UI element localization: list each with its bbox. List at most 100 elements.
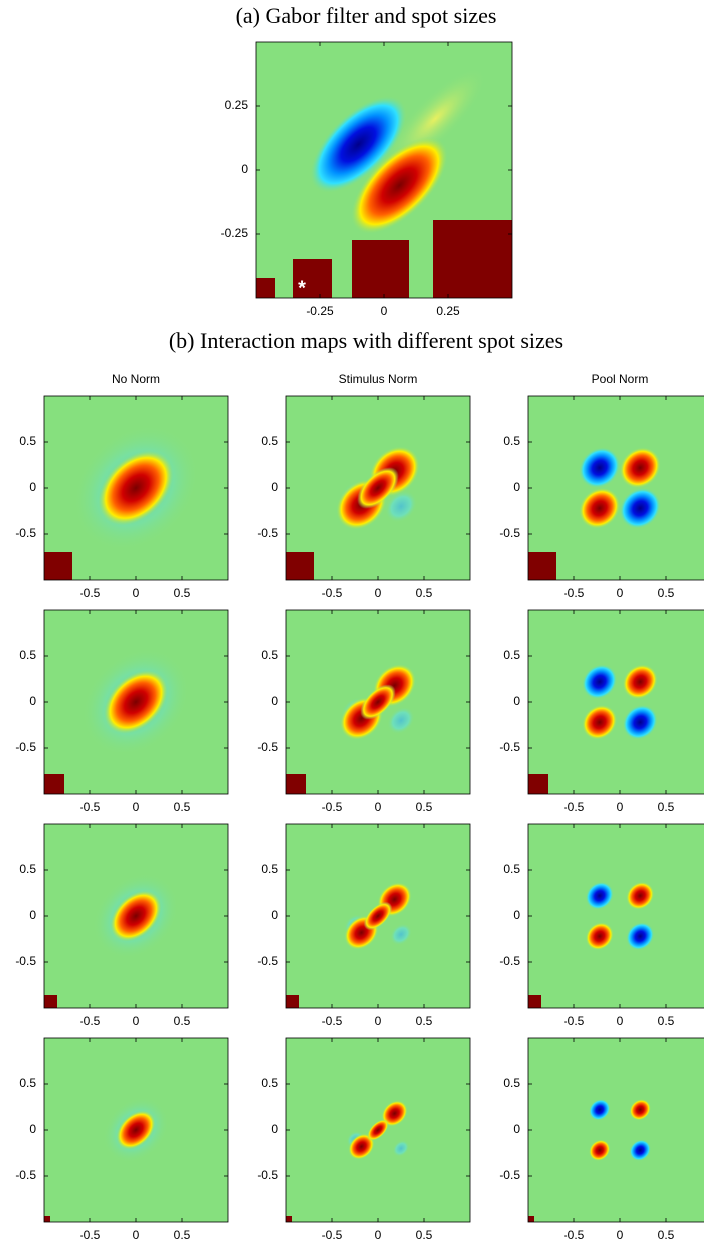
x-tick-label: -0.5 xyxy=(564,586,585,600)
x-tick-label: -0.5 xyxy=(564,800,585,814)
y-tick-label: -0.5 xyxy=(257,1168,278,1182)
heatmap xyxy=(44,396,228,580)
x-tick-label: 0 xyxy=(133,586,140,600)
y-tick-label: 0 xyxy=(513,480,520,494)
y-tick-label: -0.5 xyxy=(257,954,278,968)
x-tick-label: 0.5 xyxy=(174,800,191,814)
y-tick-label: 0.5 xyxy=(503,862,520,876)
x-tick-label: -0.5 xyxy=(564,1228,585,1242)
panel-title: (a) Gabor filter and spot sizes xyxy=(236,3,497,28)
column-title: No Norm xyxy=(112,372,160,386)
blob xyxy=(392,1140,410,1157)
x-tick-label: 0.5 xyxy=(174,1228,191,1242)
x-tick-label: 0.5 xyxy=(416,586,433,600)
x-tick-label: 0 xyxy=(375,1014,382,1028)
spot-size xyxy=(44,1216,50,1222)
blob xyxy=(348,1133,375,1160)
y-tick-label: 0 xyxy=(241,162,248,176)
spot-size xyxy=(528,995,541,1008)
y-tick-label: -0.5 xyxy=(15,526,36,540)
x-tick-label: -0.5 xyxy=(322,586,343,600)
x-tick-label: 0.5 xyxy=(658,586,675,600)
heatmap xyxy=(286,1038,470,1222)
x-tick-label: 0 xyxy=(375,800,382,814)
y-tick-label: -0.5 xyxy=(499,740,520,754)
y-tick-label: 0.5 xyxy=(19,434,36,448)
blob xyxy=(589,1099,611,1121)
x-tick-label: -0.5 xyxy=(80,1014,101,1028)
spot-size xyxy=(44,995,57,1008)
x-tick-label: 0 xyxy=(133,1228,140,1242)
x-tick-label: 0.5 xyxy=(416,1014,433,1028)
y-tick-label: 0 xyxy=(513,908,520,922)
y-tick-label: 0.5 xyxy=(503,434,520,448)
x-tick-label: 0.5 xyxy=(174,586,191,600)
blob xyxy=(390,923,412,946)
spot-size xyxy=(528,552,556,580)
heatmap xyxy=(286,610,470,794)
x-tick-label: 0 xyxy=(617,800,624,814)
blob xyxy=(384,490,418,523)
y-tick-label: 0.5 xyxy=(503,1076,520,1090)
y-tick-label: 0 xyxy=(29,908,36,922)
blob xyxy=(116,1110,156,1150)
blob xyxy=(579,487,621,529)
x-tick-label: 0.5 xyxy=(174,1014,191,1028)
panel-title: (b) Interaction maps with different spot… xyxy=(169,328,563,353)
x-tick-label: 0 xyxy=(133,1014,140,1028)
y-tick-label: 0.5 xyxy=(19,648,36,662)
spot-marker: * xyxy=(298,277,306,299)
y-tick-label: 0.5 xyxy=(503,648,520,662)
x-tick-label: 0 xyxy=(617,1228,624,1242)
y-tick-label: 0 xyxy=(271,480,278,494)
blob xyxy=(582,704,618,740)
y-tick-label: 0.25 xyxy=(225,98,249,112)
blob xyxy=(629,1139,651,1161)
blob xyxy=(350,136,449,235)
blob xyxy=(103,669,169,735)
spot-size xyxy=(44,774,64,794)
heatmap xyxy=(528,824,704,1008)
y-tick-label: 0 xyxy=(271,694,278,708)
spot-size xyxy=(286,552,314,580)
y-tick-label: 0 xyxy=(513,1122,520,1136)
heatmap-background xyxy=(528,396,704,580)
x-tick-label: -0.5 xyxy=(564,1014,585,1028)
y-tick-label: -0.5 xyxy=(257,526,278,540)
y-tick-label: -0.5 xyxy=(15,740,36,754)
y-tick-label: 0.5 xyxy=(261,1076,278,1090)
y-tick-label: 0.5 xyxy=(261,862,278,876)
y-tick-label: 0 xyxy=(513,694,520,708)
spot-size xyxy=(256,278,275,298)
y-tick-label: -0.5 xyxy=(15,954,36,968)
x-tick-label: 0.25 xyxy=(436,304,460,318)
blob xyxy=(619,447,661,489)
heatmap xyxy=(44,824,228,1008)
blob xyxy=(98,450,174,526)
spot-size xyxy=(286,1216,292,1222)
blob xyxy=(381,1100,408,1127)
spot-size xyxy=(286,995,299,1008)
blob xyxy=(360,684,396,720)
x-tick-label: -0.25 xyxy=(306,304,334,318)
blob xyxy=(579,447,621,489)
y-tick-label: 0 xyxy=(29,1122,36,1136)
blob xyxy=(585,922,614,951)
y-tick-label: -0.5 xyxy=(499,1168,520,1182)
heatmap xyxy=(44,610,228,794)
blob xyxy=(589,1139,611,1161)
y-tick-label: 0 xyxy=(271,1122,278,1136)
spot-size xyxy=(528,774,548,794)
y-tick-label: 0 xyxy=(29,694,36,708)
blob xyxy=(357,467,399,509)
x-tick-label: -0.5 xyxy=(80,1228,101,1242)
heatmap xyxy=(256,42,512,298)
spot-size xyxy=(528,1216,534,1222)
x-tick-label: 0 xyxy=(617,586,624,600)
blob xyxy=(363,901,393,931)
x-tick-label: 0.5 xyxy=(658,1228,675,1242)
heatmap-background xyxy=(528,824,704,1008)
x-tick-label: 0 xyxy=(375,1228,382,1242)
y-tick-label: 0.5 xyxy=(261,648,278,662)
x-tick-label: -0.5 xyxy=(80,800,101,814)
